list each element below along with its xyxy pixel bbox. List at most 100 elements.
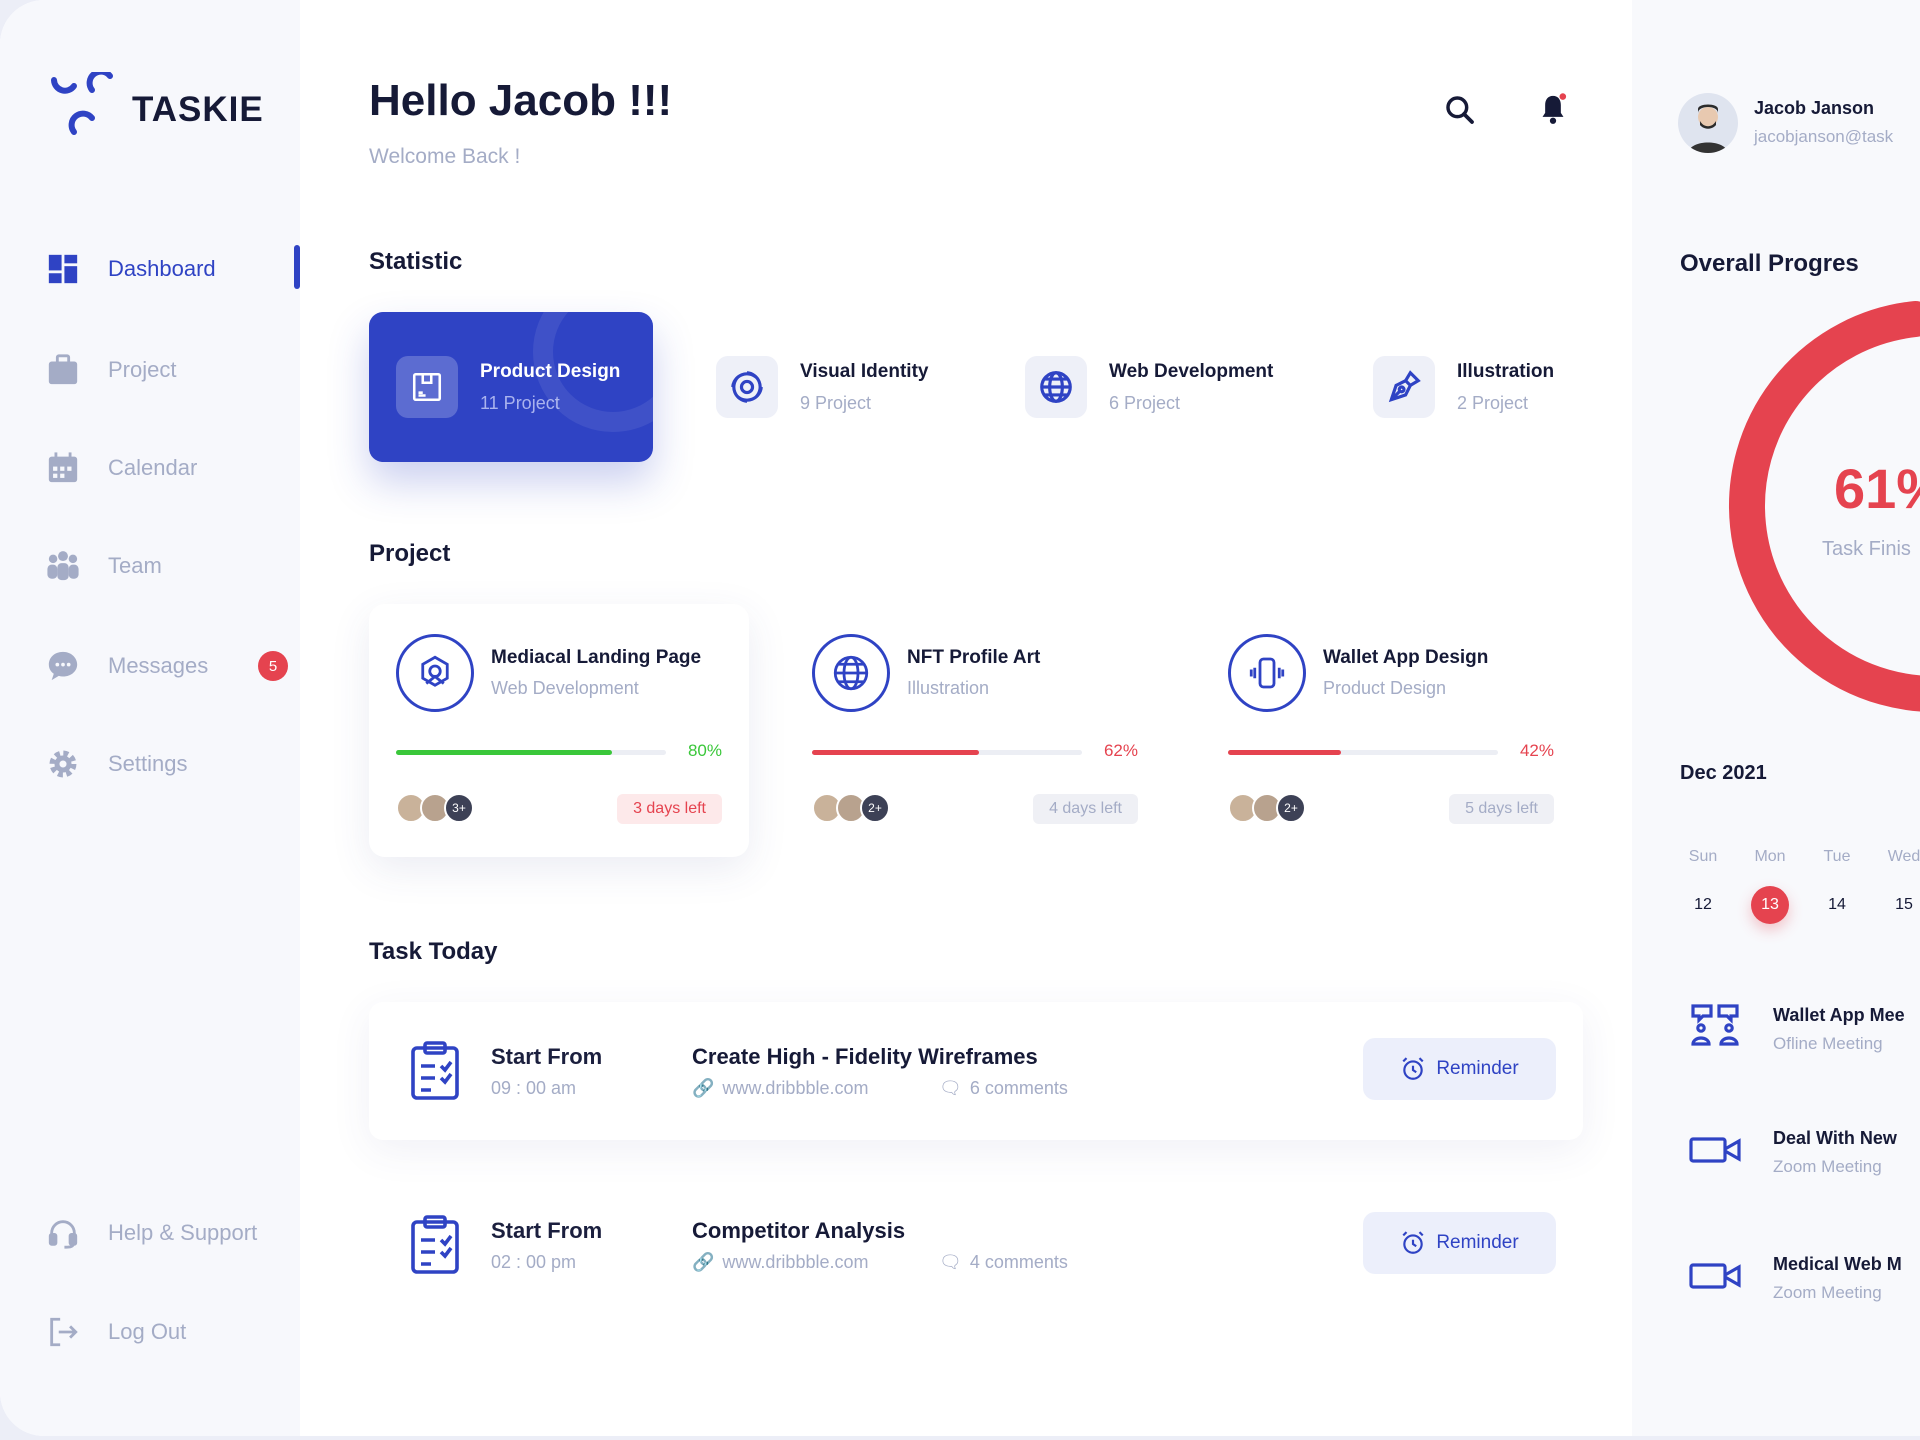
- weekday-label: Mon: [1754, 848, 1786, 865]
- event-item[interactable]: Deal With New Zoom Meeting: [1689, 1128, 1897, 1177]
- briefcase-icon: [48, 354, 78, 385]
- calendar-date[interactable]: 12: [1673, 886, 1733, 924]
- user-name: Jacob Janson: [1754, 98, 1875, 118]
- start-label: Start From: [491, 1218, 603, 1243]
- logout-button[interactable]: Log Out: [46, 1312, 186, 1352]
- weekday-label: Sun: [1688, 848, 1718, 865]
- progress-bar: [1228, 750, 1498, 755]
- sidebar-item-team[interactable]: Team: [46, 546, 162, 586]
- gear-icon: [49, 750, 77, 778]
- chat-icon: [48, 651, 78, 681]
- event-item[interactable]: Wallet App Mee Ofline Meeting: [1689, 1002, 1905, 1057]
- date-number: 15: [1895, 896, 1913, 913]
- welcome-subtitle: Welcome Back !: [369, 145, 521, 168]
- start-label: Start From: [491, 1044, 603, 1069]
- alarm-icon: [1402, 1057, 1424, 1080]
- video-icon: [1689, 1137, 1741, 1163]
- sidebar-item-label: Messages: [108, 653, 209, 678]
- event-item[interactable]: Medical Web M Zoom Meeting: [1689, 1254, 1902, 1303]
- sidebar-item-label: Settings: [108, 751, 188, 776]
- project-heading: Project: [369, 540, 451, 567]
- stat-card-visual-identity[interactable]: Visual Identity 9 Project: [716, 312, 928, 462]
- box-icon: [396, 356, 458, 418]
- progress-bar: [812, 750, 1082, 755]
- calendar-month: Dec 2021: [1680, 762, 1767, 784]
- progress-value: 61%: [1834, 457, 1920, 520]
- task-link[interactable]: 🔗 www.dribbble.com: [692, 1078, 868, 1099]
- bell-icon[interactable]: [1537, 92, 1569, 126]
- reminder-button[interactable]: Reminder: [1363, 1038, 1556, 1100]
- search-icon[interactable]: [1444, 94, 1476, 126]
- stat-count: 9 Project: [800, 392, 872, 413]
- user-avatar-icon: [1688, 104, 1728, 153]
- event-type: Ofline Meeting: [1773, 1034, 1883, 1053]
- task-link[interactable]: 🔗 www.dribbble.com: [692, 1252, 868, 1273]
- comment-icon: 🗨: [939, 1078, 962, 1098]
- reminder-label: Reminder: [1436, 1058, 1519, 1079]
- sidebar-item-messages[interactable]: Messages: [46, 646, 208, 686]
- stat-card-product-design[interactable]: Product Design 11 Project: [369, 312, 653, 462]
- event-title: Medical Web M: [1773, 1254, 1902, 1274]
- task-comments[interactable]: 🗨 4 comments: [939, 1252, 1068, 1273]
- progress-percent: 62%: [1103, 741, 1138, 760]
- sidebar-item-label: Calendar: [108, 455, 198, 480]
- event-type: Zoom Meeting: [1773, 1157, 1882, 1176]
- stat-title: Visual Identity: [800, 360, 929, 382]
- avatar[interactable]: [1678, 93, 1738, 153]
- headset-icon: [48, 1220, 78, 1249]
- right-panel: Jacob Janson jacobjanson@task Overall Pr…: [1632, 0, 1920, 1436]
- help-label: Help & Support: [108, 1220, 258, 1245]
- team-icon: [47, 551, 79, 581]
- link-icon: 🔗: [692, 1078, 715, 1098]
- sidebar-item-calendar[interactable]: Calendar: [46, 448, 197, 488]
- clipboard-icon: [409, 1214, 461, 1281]
- link-text: www.dribbble.com: [722, 1078, 869, 1098]
- calendar-date[interactable]: 14: [1807, 886, 1867, 924]
- sidebar-item-dashboard[interactable]: Dashboard: [46, 249, 216, 289]
- greeting-title: Hello Jacob !!!: [369, 76, 673, 125]
- task-comments[interactable]: 🗨 6 comments: [939, 1078, 1068, 1099]
- progress-fill: [396, 750, 612, 755]
- brand-name: TASKIE: [132, 90, 264, 129]
- project-category: Web Development: [491, 678, 639, 698]
- sidebar-item-label: Project: [108, 357, 177, 382]
- sidebar-item-label: Dashboard: [108, 256, 216, 281]
- project-icon: [1228, 634, 1306, 712]
- stat-title: Web Development: [1109, 360, 1274, 382]
- days-left-badge: 4 days left: [1033, 794, 1138, 824]
- comment-icon: 🗨: [939, 1252, 962, 1272]
- taskie-logo-icon: [51, 72, 113, 135]
- overall-progress-donut: [1729, 300, 1920, 712]
- progress-percent: 42%: [1519, 741, 1554, 760]
- active-indicator: [294, 245, 300, 289]
- overall-progress-heading: Overall Progres: [1680, 250, 1859, 277]
- calendar-date[interactable]: 15: [1874, 886, 1920, 924]
- card-decoration: [533, 312, 653, 432]
- messages-badge: 5: [258, 651, 288, 681]
- stat-card-web-development[interactable]: Web Development 6 Project: [1025, 312, 1273, 462]
- comments-text: 6 comments: [969, 1078, 1068, 1098]
- progress-caption: Task Finis: [1822, 538, 1911, 560]
- project-card[interactable]: NFT Profile Art Illustration 62% 2+ 4 da…: [785, 604, 1165, 857]
- link-text: www.dribbble.com: [722, 1252, 869, 1272]
- progress-fill: [1228, 750, 1342, 755]
- logout-icon: [50, 1317, 78, 1347]
- project-card[interactable]: Wallet App Design Product Design 42% 2+ …: [1201, 604, 1581, 857]
- project-title: NFT Profile Art: [907, 647, 1041, 668]
- stat-count: 2 Project: [1457, 392, 1529, 413]
- help-support-link[interactable]: Help & Support: [46, 1213, 257, 1253]
- stat-card-illustration[interactable]: Illustration 2 Project: [1373, 312, 1554, 462]
- task-row[interactable]: Start From 02 : 00 pm Competitor Analysi…: [369, 1176, 1583, 1314]
- days-left-badge: 3 days left: [617, 794, 722, 824]
- video-icon: [1689, 1261, 1743, 1296]
- sidebar-item-settings[interactable]: Settings: [46, 744, 188, 784]
- project-icon: [396, 634, 474, 712]
- reminder-button[interactable]: Reminder: [1363, 1212, 1556, 1274]
- clipboard-icon: [409, 1040, 461, 1107]
- project-title: Wallet App Design: [1323, 647, 1489, 668]
- calendar-date[interactable]: 13: [1740, 886, 1800, 924]
- sidebar-item-project[interactable]: Project: [46, 350, 176, 390]
- project-card[interactable]: Mediacal Landing Page Web Development 80…: [369, 604, 749, 857]
- task-row[interactable]: Start From 09 : 00 am Create High - Fide…: [369, 1002, 1583, 1140]
